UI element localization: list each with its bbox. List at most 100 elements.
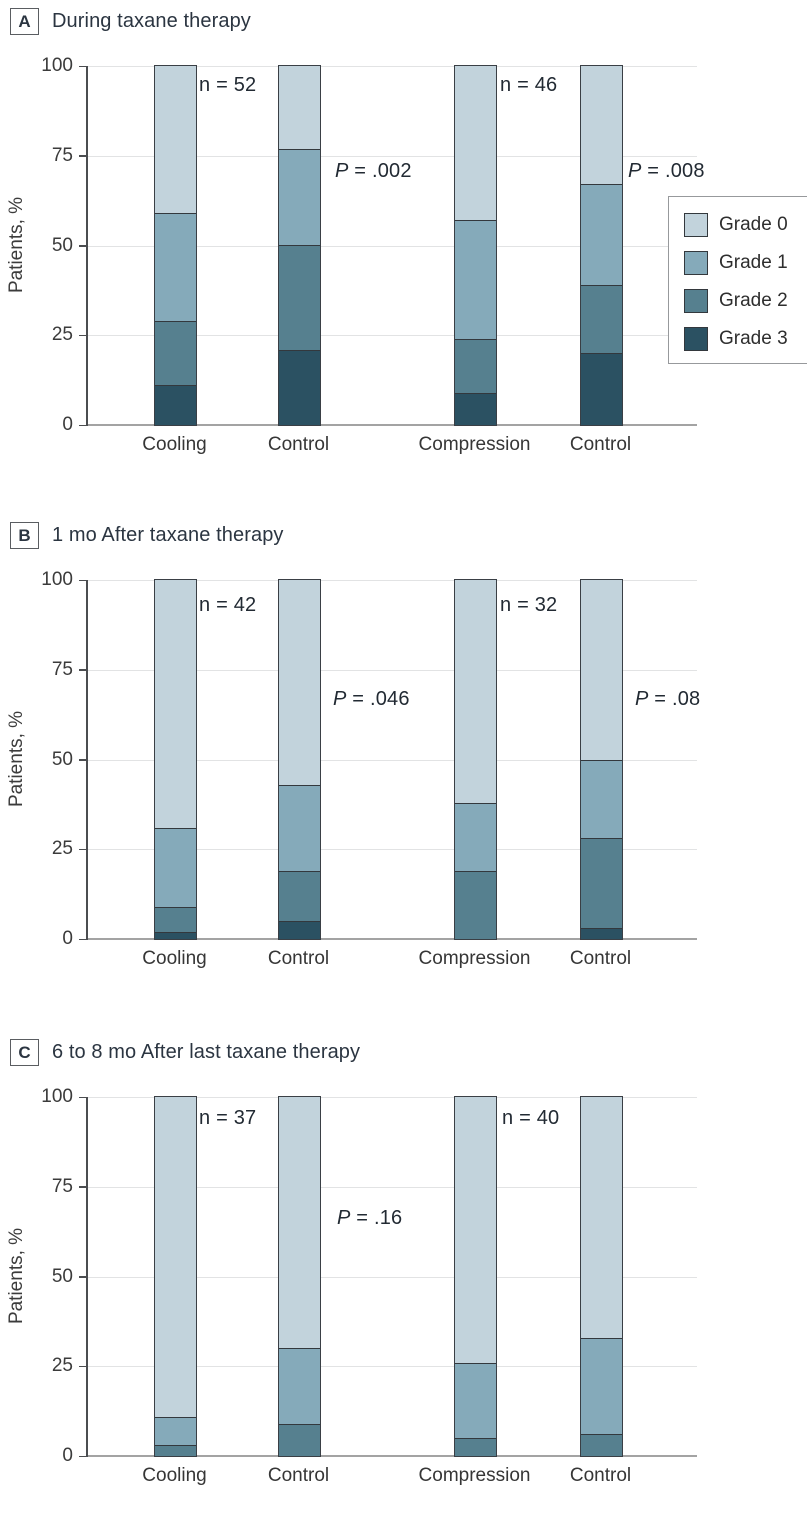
bar-segment-grade-3: [581, 353, 622, 425]
y-tick-label-75: 75: [51, 658, 73, 680]
bar-segment-grade-2: [581, 284, 622, 354]
gridline-50: [87, 759, 697, 761]
gridline-75: [87, 669, 697, 671]
gridline-100: [87, 1097, 697, 1098]
stacked-bar-cooling-1: [154, 1096, 197, 1457]
bar-segment-grade-1: [155, 1416, 196, 1446]
y-tick-label-100: 100: [41, 569, 73, 590]
gridline-25: [87, 1366, 697, 1368]
x-category-label: Control: [267, 948, 330, 969]
y-tick-label-100: 100: [41, 55, 73, 76]
n-count-annotation: n = 32: [500, 594, 558, 616]
stacked-bar-control-2: [278, 579, 321, 940]
y-tick-label-75: 75: [51, 144, 73, 166]
y-tick-label-0: 0: [62, 414, 73, 435]
p-value-annotation: P = .08: [635, 688, 701, 710]
y-axis-line: [86, 580, 88, 940]
legend-swatch-grade-2: [684, 289, 708, 313]
bar-segment-grade-0: [279, 66, 320, 149]
x-category-label: Control: [267, 434, 330, 455]
panel-b-chart: 0 25 50 75 100 Cooling Control Compression Contr…: [41, 570, 701, 970]
gridline-100: [87, 66, 697, 67]
y-tick-mark-100: [79, 1096, 87, 1098]
x-category-label: Cooling: [142, 948, 207, 969]
panel-c: C 6 to 8 mo After last taxane therapy Pa…: [0, 1031, 807, 1513]
bar-segment-grade-2: [155, 1445, 196, 1456]
y-tick-label-75: 75: [51, 1175, 73, 1197]
y-tick-label-0: 0: [62, 1445, 73, 1466]
panel-a-chart: 0 25 50 75 100 Cooling Control Compression Contr…: [41, 56, 807, 455]
y-tick-label-50: 50: [51, 1265, 73, 1287]
n-count-annotation: n = 42: [199, 594, 257, 616]
bar-segment-grade-2: [581, 1434, 622, 1456]
legend-item: Grade 0: [684, 206, 807, 244]
y-tick-label-50: 50: [51, 234, 73, 256]
bar-segment-grade-1: [155, 827, 196, 907]
legend-label: Grade 3: [719, 328, 788, 349]
panel-c-title: 6 to 8 mo After last taxane therapy: [52, 1041, 361, 1063]
bar-segment-grade-2: [581, 838, 622, 929]
stacked-bar-compression-3: [454, 65, 497, 426]
legend-item: Grade 2: [684, 282, 807, 320]
panel-c-header: C 6 to 8 mo After last taxane therapy: [10, 1039, 360, 1066]
bar-segment-grade-0: [581, 66, 622, 185]
panel-a-header: A During taxane therapy: [10, 8, 251, 35]
p-value-annotation: P = .002: [335, 160, 412, 182]
x-axis-line: [87, 938, 697, 940]
bar-segment-grade-0: [279, 1097, 320, 1349]
bar-segment-grade-1: [279, 1348, 320, 1424]
bar-segment-grade-2: [279, 245, 320, 350]
bar-segment-grade-2: [279, 1423, 320, 1456]
bar-segment-grade-0: [455, 1097, 496, 1363]
gridline-75: [87, 1186, 697, 1188]
bar-segment-grade-0: [581, 580, 622, 760]
gridline-50: [87, 1276, 697, 1278]
legend-swatch-grade-3: [684, 327, 708, 351]
x-category-label: Cooling: [142, 1465, 207, 1486]
bar-segment-grade-1: [455, 802, 496, 871]
n-count-annotation: n = 46: [500, 74, 558, 96]
y-tick-mark-75: [79, 669, 87, 671]
stacked-bar-control-4: [580, 1096, 623, 1457]
y-tick-mark-50: [79, 245, 87, 247]
x-category-label: Cooling: [142, 434, 207, 455]
bar-segment-grade-0: [455, 66, 496, 221]
panel-c-badge: C: [10, 1039, 39, 1066]
legend: Grade 0 Grade 1 Grade 2 Grade 3: [668, 196, 807, 364]
x-axis-line: [87, 424, 697, 426]
legend-label: Grade 0: [719, 214, 788, 235]
bar-segment-grade-2: [455, 870, 496, 939]
bar-segment-grade-0: [155, 580, 196, 828]
bar-segment-grade-0: [155, 66, 196, 214]
stacked-bar-compression-3: [454, 579, 497, 940]
bar-segment-grade-1: [279, 784, 320, 871]
p-value-annotation: P = .008: [628, 160, 705, 182]
gridline-75: [87, 155, 697, 157]
stacked-bar-cooling-1: [154, 579, 197, 940]
bar-segment-grade-1: [455, 220, 496, 339]
panel-a-title: During taxane therapy: [52, 10, 251, 32]
bar-segment-grade-1: [581, 184, 622, 285]
y-tick-mark-0: [79, 424, 87, 426]
y-tick-mark-75: [79, 1186, 87, 1188]
bar-segment-grade-1: [581, 759, 622, 839]
bar-segment-grade-2: [155, 320, 196, 386]
y-axis-label: Patients, %: [6, 1227, 27, 1325]
x-category-label: Compression: [418, 1465, 531, 1486]
panel-b-badge: B: [10, 522, 39, 549]
x-category-label: Control: [267, 1465, 330, 1486]
stacked-bar-cooling-1: [154, 65, 197, 426]
x-category-label: Compression: [418, 948, 531, 969]
y-axis-line: [86, 66, 88, 426]
y-tick-label-25: 25: [51, 838, 73, 860]
legend-label: Grade 2: [719, 290, 788, 311]
panel-c-chart: 0 25 50 75 100 Cooling Control Compression Contr…: [41, 1087, 697, 1486]
p-value-annotation: P = .046: [333, 688, 410, 710]
gridline-100: [87, 580, 697, 581]
bar-segment-grade-3: [155, 385, 196, 425]
bar-segment-grade-1: [455, 1362, 496, 1439]
n-count-annotation: n = 52: [199, 74, 257, 96]
gridline-25: [87, 849, 697, 851]
legend-item: Grade 3: [684, 320, 807, 358]
